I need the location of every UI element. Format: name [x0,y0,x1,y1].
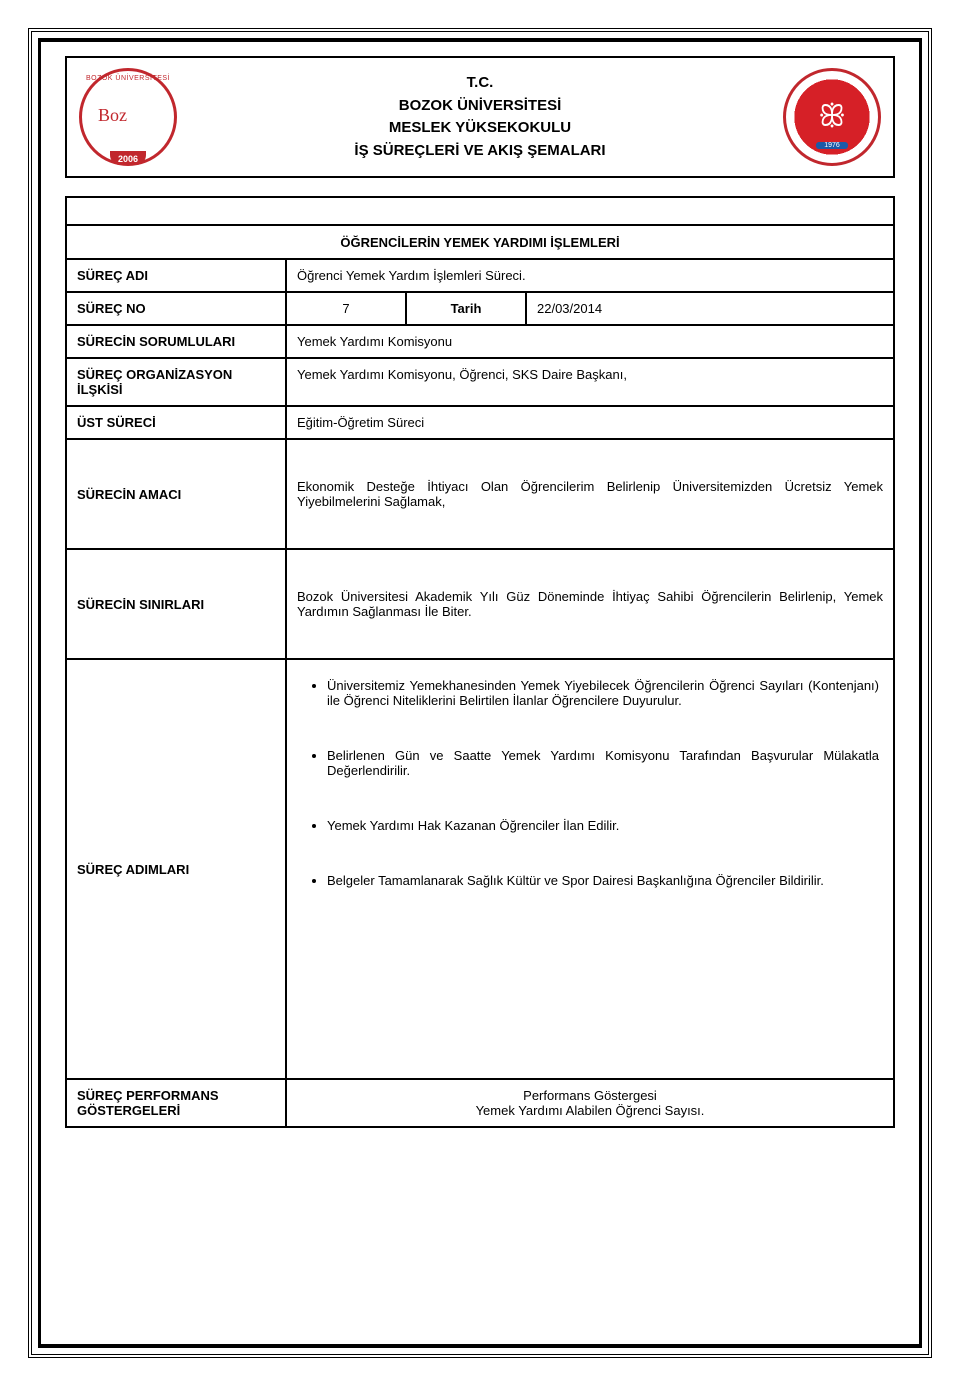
header-title-block: T.C. BOZOK ÜNİVERSİTESİ MESLEK YÜKSEKOKU… [189,72,771,162]
school-logo-right: ꕥ 1976 [783,68,881,166]
logo-right-year: 1976 [816,142,848,149]
process-table: ÖĞRENCİLERİN YEMEK YARDIMI İŞLEMLERİ SÜR… [65,196,895,1128]
step-item: Belgeler Tamamlanarak Sağlık Kültür ve S… [327,873,879,888]
perf-line1: Performans Göstergesi [297,1088,883,1103]
ust-sureci-value: Eğitim-Öğretim Süreci [286,406,894,439]
amac-value: Ekonomik Desteğe İhtiyacı Olan Öğrencile… [286,439,894,549]
steps-list: Üniversitemiz Yemekhanesinden Yemek Yiye… [301,678,879,888]
university-logo-left: BOZOK ÜNİVERSİTESİ Boz 2006 [79,68,177,166]
process-title: ÖĞRENCİLERİN YEMEK YARDIMI İŞLEMLERİ [66,225,894,259]
document-header: BOZOK ÜNİVERSİTESİ Boz 2006 T.C. BOZOK Ü… [65,56,895,178]
org-label: SÜREÇ ORGANİZASYON İLŞKİSİ [66,358,286,406]
ust-sureci-label: ÜST SÜRECİ [66,406,286,439]
tarih-value: 22/03/2014 [526,292,894,325]
adim-cell: Üniversitemiz Yemekhanesinden Yemek Yiye… [286,659,894,1079]
sorumlu-label: SÜRECİN SORUMLULARI [66,325,286,358]
org-value: Yemek Yardımı Komisyonu, Öğrenci, SKS Da… [286,358,894,406]
sorumlu-value: Yemek Yardımı Komisyonu [286,325,894,358]
header-line2: BOZOK ÜNİVERSİTESİ [189,95,771,118]
perf-value: Performans Göstergesi Yemek Yardımı Alab… [286,1079,894,1127]
surec-no-label: SÜREÇ NO [66,292,286,325]
step-item: Yemek Yardımı Hak Kazanan Öğrenciler İla… [327,818,879,833]
surec-no-value: 7 [286,292,406,325]
tarih-label: Tarih [406,292,526,325]
step-item: Belirlenen Gün ve Saatte Yemek Yardımı K… [327,748,879,778]
logo-left-year: 2006 [82,154,174,164]
surec-adi-label: SÜREÇ ADI [66,259,286,292]
sinir-label: SÜRECİN SINIRLARI [66,549,286,659]
adim-label: SÜREÇ ADIMLARI [66,659,286,1079]
header-line3: MESLEK YÜKSEKOKULU [189,117,771,140]
amac-label: SÜRECİN AMACI [66,439,286,549]
perf-label: SÜREÇ PERFORMANS GÖSTERGELERİ [66,1079,286,1127]
flame-icon: ꕥ [818,102,846,132]
logo-left-signature: Boz [98,105,127,126]
sinir-value: Bozok Üniversitesi Akademik Yılı Güz Dön… [286,549,894,659]
surec-adi-value: Öğrenci Yemek Yardım İşlemleri Süreci. [286,259,894,292]
header-line1: T.C. [189,72,771,95]
logo-left-top-text: BOZOK ÜNİVERSİTESİ [82,75,174,82]
spacer-row [66,197,894,225]
perf-line2: Yemek Yardımı Alabilen Öğrenci Sayısı. [297,1103,883,1118]
step-item: Üniversitemiz Yemekhanesinden Yemek Yiye… [327,678,879,708]
header-line4: İŞ SÜREÇLERİ VE AKIŞ ŞEMALARI [189,140,771,163]
